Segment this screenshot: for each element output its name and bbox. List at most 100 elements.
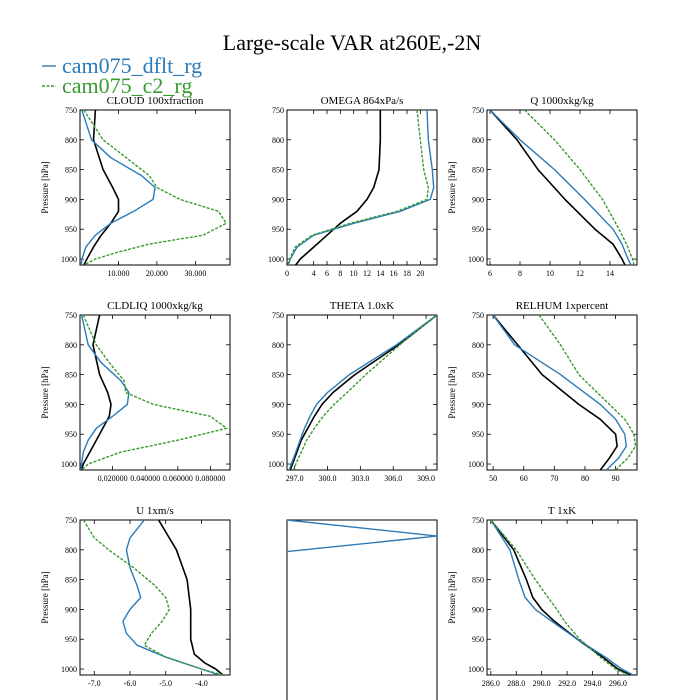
x-tick-label: 80 xyxy=(581,474,589,483)
y-tick-label: 800 xyxy=(65,341,77,350)
x-tick-label: 0.060000 xyxy=(163,474,193,483)
y-tick-label: 950 xyxy=(272,225,284,234)
y-tick-label: 1000 xyxy=(468,665,484,674)
y-tick-label: 750 xyxy=(272,311,284,320)
series-line-dflt xyxy=(80,315,130,470)
x-tick-label: -7.0 xyxy=(88,679,101,688)
y-tick-label: 900 xyxy=(472,195,484,204)
y-tick-label: 950 xyxy=(472,635,484,644)
x-tick-label: 296.0 xyxy=(609,679,627,688)
series-line-dflt xyxy=(122,520,220,675)
y-tick-label: 850 xyxy=(65,371,77,380)
y-tick-label: 950 xyxy=(272,430,284,439)
panel-6: RELHUM 1xpercent Pressure [hPa] 750 800 850 9… xyxy=(447,300,638,483)
x-tick-label: 0 xyxy=(285,269,289,278)
series-group xyxy=(490,520,634,675)
panel-frame xyxy=(79,519,231,676)
x-tick-label: 70 xyxy=(550,474,558,483)
y-axis-label: Pressure [hPa] xyxy=(447,161,457,213)
series-line-dflt xyxy=(490,520,634,675)
panel-title: CLOUD 100xfraction xyxy=(107,95,204,107)
y-tick-label: 950 xyxy=(65,225,77,234)
series-group xyxy=(80,315,228,470)
panel-frame xyxy=(286,314,438,471)
series-line-dflt xyxy=(287,520,437,553)
series-group xyxy=(287,520,437,553)
series-line-c2 xyxy=(82,520,224,675)
series-line-c2 xyxy=(524,110,635,265)
y-tick-label: 850 xyxy=(472,576,484,585)
y-tick-label: 950 xyxy=(472,430,484,439)
series-group xyxy=(82,520,224,675)
y-tick-label: 1000 xyxy=(61,255,77,264)
y-tick-label: 1000 xyxy=(268,460,284,469)
x-tick-label: 292.0 xyxy=(558,679,576,688)
panel-title: OMEGA 864xPa/s xyxy=(321,95,404,107)
y-tick-label: 850 xyxy=(472,166,484,175)
y-tick-label: 900 xyxy=(272,400,284,409)
panel-frame xyxy=(286,519,438,700)
x-tick-label: 6 xyxy=(488,269,492,278)
x-tick-label: 14 xyxy=(376,269,384,278)
series-line-obs xyxy=(80,315,112,470)
x-tick-label: 12 xyxy=(576,269,584,278)
y-tick-label: 750 xyxy=(472,311,484,320)
x-tick-label: 10 xyxy=(546,269,554,278)
y-tick-label: 900 xyxy=(65,400,77,409)
panel-title: T 1xK xyxy=(548,505,576,517)
x-tick-label: 20 xyxy=(416,269,424,278)
panel-title: RELHUM 1xpercent xyxy=(516,300,609,312)
x-tick-label: -5.0 xyxy=(159,679,172,688)
y-axis-label: Pressure [hPa] xyxy=(40,571,50,623)
panel-3: Q 1000xkg/kg Pressure [hPa] 750 800 850 900 95… xyxy=(447,95,638,278)
panel-title: U 1xm/s xyxy=(136,505,174,517)
series-line-dflt xyxy=(287,110,435,265)
y-tick-label: 800 xyxy=(472,341,484,350)
panel-frame xyxy=(486,109,638,266)
x-tick-label: -6.0 xyxy=(124,679,137,688)
legend-label-c2: cam075_c2_rg xyxy=(62,73,192,98)
x-tick-label: 309.0 xyxy=(417,474,435,483)
panel-frame xyxy=(79,109,231,266)
panel-title: THETA 1.0xK xyxy=(330,300,395,312)
x-tick-label: 8 xyxy=(338,269,342,278)
y-tick-label: 850 xyxy=(65,576,77,585)
y-tick-label: 800 xyxy=(65,136,77,145)
y-tick-label: 750 xyxy=(472,106,484,115)
y-tick-label: 1000 xyxy=(268,255,284,264)
x-tick-label: 300.0 xyxy=(319,474,337,483)
series-line-dflt xyxy=(489,110,632,265)
x-tick-label: 286.0 xyxy=(482,679,500,688)
legend: cam075_dflt_rg cam075_c2_rg xyxy=(42,53,202,98)
series-line-c2 xyxy=(81,315,228,470)
panel-title: CLDLIQ 1000xkg/kg xyxy=(107,300,203,312)
panel-8 xyxy=(286,519,438,700)
series-line-obs xyxy=(489,110,626,265)
y-tick-label: 800 xyxy=(65,546,77,555)
x-tick-label: 297.0 xyxy=(286,474,304,483)
y-tick-label: 750 xyxy=(65,106,77,115)
y-tick-label: 900 xyxy=(65,195,77,204)
x-tick-label: 4 xyxy=(312,269,316,278)
x-tick-label: 290.0 xyxy=(533,679,551,688)
x-tick-label: 306.0 xyxy=(384,474,402,483)
series-line-c2 xyxy=(83,110,227,265)
x-tick-label: -4.0 xyxy=(195,679,208,688)
y-tick-label: 800 xyxy=(472,546,484,555)
series-group xyxy=(489,110,635,265)
y-tick-label: 1000 xyxy=(61,460,77,469)
x-tick-label: 10 xyxy=(350,269,358,278)
panel-frame xyxy=(79,314,231,471)
series-group xyxy=(80,110,227,265)
y-tick-label: 750 xyxy=(472,516,484,525)
y-tick-label: 950 xyxy=(65,430,77,439)
panel-frame xyxy=(286,109,438,266)
x-tick-label: 0.080000 xyxy=(195,474,225,483)
series-line-c2 xyxy=(287,110,429,265)
y-tick-label: 900 xyxy=(272,195,284,204)
y-tick-label: 850 xyxy=(472,371,484,380)
